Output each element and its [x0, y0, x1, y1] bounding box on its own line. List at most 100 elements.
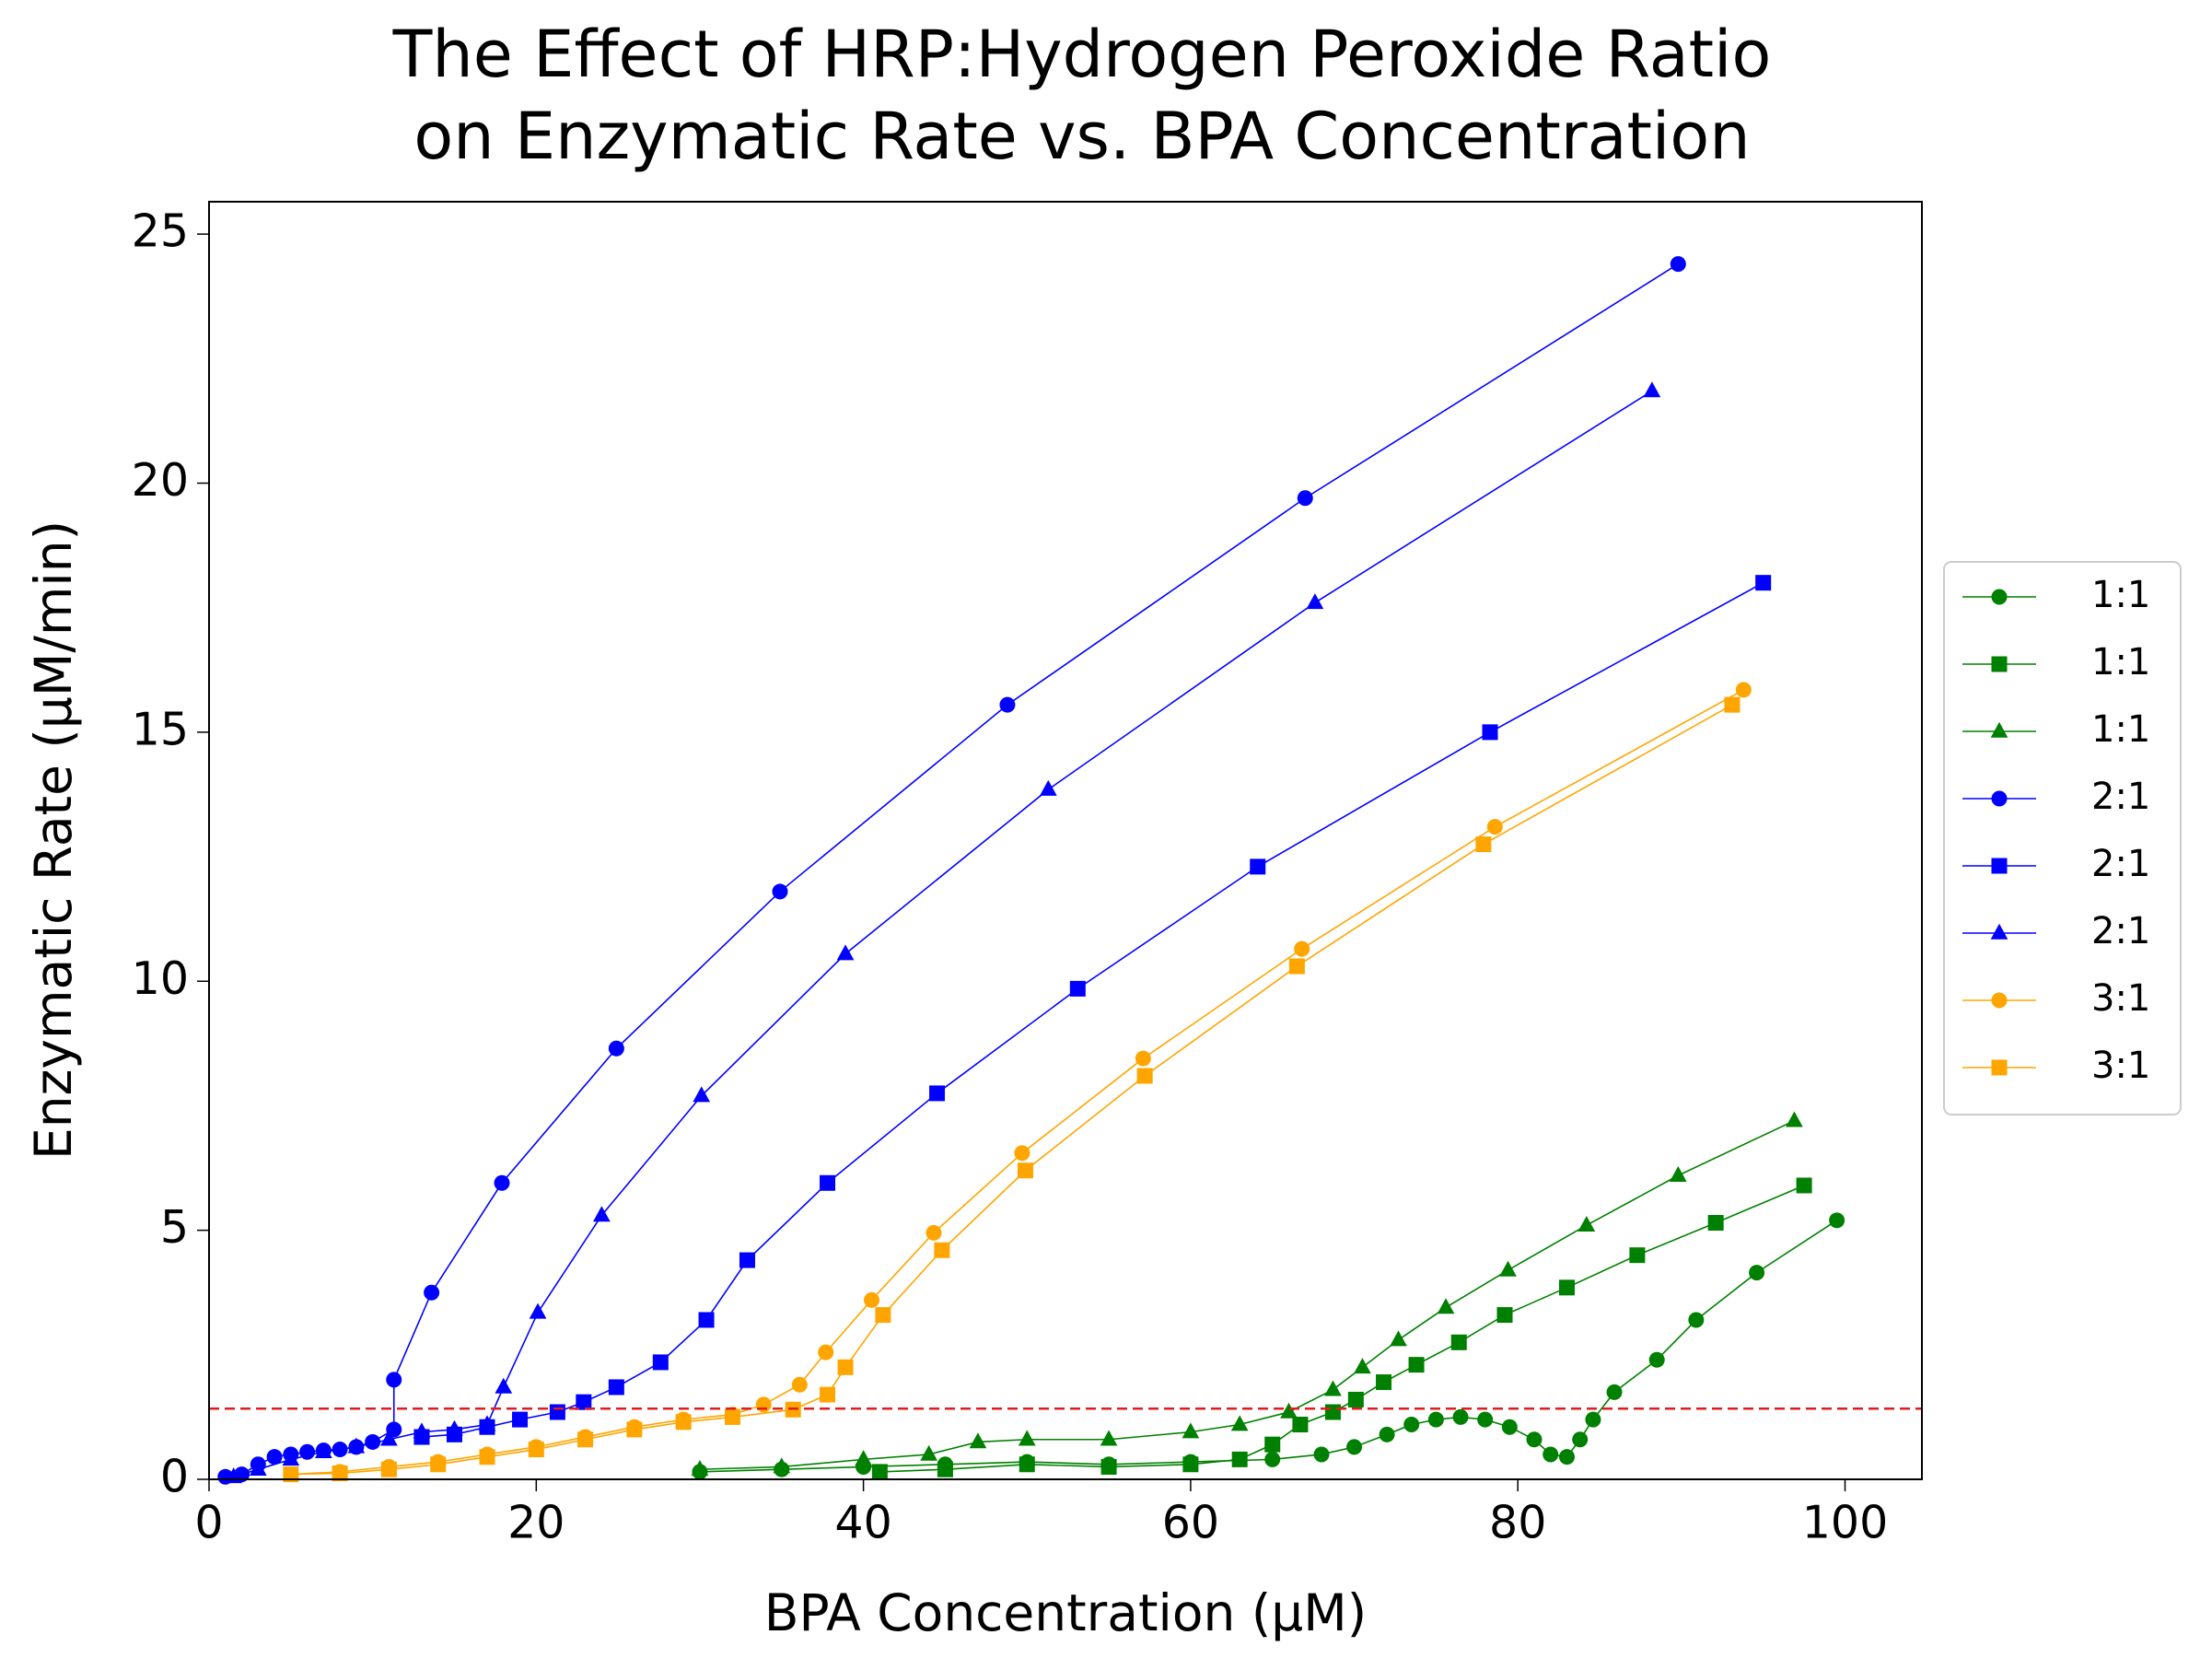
marker — [1347, 1391, 1364, 1407]
marker — [1100, 1458, 1117, 1475]
marker — [1427, 1411, 1444, 1428]
marker — [1297, 490, 1313, 507]
marker — [1796, 1177, 1812, 1194]
marker — [608, 1379, 624, 1396]
marker — [1991, 790, 2008, 807]
marker — [1182, 1422, 1200, 1439]
x-tick-label: 80 — [1489, 1497, 1546, 1549]
marker — [1558, 1449, 1575, 1466]
marker — [266, 1449, 283, 1466]
marker — [675, 1414, 692, 1431]
marker — [1499, 1260, 1517, 1277]
x-tick-label: 40 — [834, 1497, 891, 1549]
y-tick-label: 15 — [132, 703, 189, 755]
marker — [934, 1242, 950, 1258]
legend-label: 1:1 — [2091, 574, 2150, 616]
marker — [929, 1085, 946, 1102]
marker — [1648, 1351, 1665, 1368]
marker — [1501, 1419, 1518, 1435]
legend: 1:1 1:1 1:1 2:1 2:1 2:1 3:1 3:1 — [1943, 561, 2182, 1115]
marker — [937, 1461, 953, 1477]
marker — [1039, 779, 1057, 796]
marker — [1437, 1298, 1455, 1314]
series-line — [879, 1185, 1805, 1473]
marker — [837, 1359, 854, 1375]
marker — [1991, 858, 2008, 874]
marker — [512, 1411, 529, 1428]
marker — [693, 1086, 711, 1103]
plot-frame — [208, 201, 1923, 1480]
x-axis-label: BPA Concentration (µM) — [764, 1583, 1367, 1642]
marker — [1606, 1384, 1623, 1400]
marker — [1688, 1312, 1705, 1328]
marker — [1670, 256, 1686, 273]
y-tick-label: 5 — [160, 1201, 189, 1254]
marker — [1990, 721, 2008, 738]
marker — [1280, 1402, 1298, 1419]
marker — [332, 1466, 348, 1482]
marker — [1558, 1279, 1575, 1296]
marker — [1991, 992, 2008, 1009]
marker — [528, 1442, 544, 1458]
marker — [1735, 682, 1752, 698]
marker — [1306, 593, 1324, 610]
marker — [430, 1456, 447, 1473]
marker — [1324, 1380, 1342, 1396]
marker — [791, 1376, 808, 1393]
marker — [920, 1444, 938, 1461]
series-line — [290, 704, 1733, 1476]
marker — [1585, 1411, 1601, 1428]
marker — [1496, 1307, 1513, 1324]
marker — [1991, 656, 2008, 672]
series-line — [225, 263, 1679, 1478]
marker — [593, 1206, 611, 1222]
legend-label: 3:1 — [2091, 977, 2150, 1020]
y-tick-label: 0 — [160, 1451, 189, 1503]
marker — [1018, 1430, 1036, 1446]
marker — [820, 1386, 836, 1403]
marker — [495, 1377, 513, 1394]
marker — [871, 1464, 888, 1480]
marker — [413, 1422, 431, 1439]
series-line — [699, 1119, 1795, 1470]
marker — [1707, 1215, 1724, 1232]
marker — [446, 1419, 463, 1436]
marker — [1643, 381, 1661, 398]
marker — [772, 883, 788, 900]
marker — [1288, 958, 1305, 975]
marker — [755, 1396, 772, 1413]
marker — [424, 1284, 440, 1301]
legend-label: 2:1 — [2091, 843, 2150, 885]
marker — [1572, 1431, 1589, 1448]
marker — [652, 1354, 669, 1371]
marker — [1379, 1426, 1395, 1442]
marker — [1408, 1357, 1425, 1373]
marker — [724, 1408, 740, 1425]
marker — [698, 1312, 715, 1328]
marker — [1477, 1411, 1494, 1428]
marker — [249, 1459, 267, 1476]
marker — [1749, 1265, 1765, 1281]
y-axis-label: Enzymatic Rate (µM/min) — [24, 520, 83, 1160]
legend-label: 3:1 — [2091, 1045, 2150, 1087]
marker — [1403, 1417, 1420, 1433]
marker — [549, 1404, 565, 1420]
marker — [1294, 940, 1310, 957]
y-tick-label: 10 — [132, 952, 189, 1005]
legend-box — [1943, 561, 2182, 1115]
marker — [282, 1450, 300, 1466]
marker — [1669, 1165, 1687, 1182]
series-line — [290, 689, 1744, 1476]
marker — [1250, 858, 1266, 875]
marker — [1324, 1404, 1341, 1420]
series-line — [421, 581, 1764, 1438]
marker — [494, 1174, 510, 1191]
marker — [283, 1466, 299, 1483]
series-line — [699, 1220, 1838, 1473]
marker — [1264, 1436, 1281, 1453]
marker — [1755, 575, 1772, 591]
marker — [577, 1431, 594, 1448]
chart-title: The Effect of HRP:Hydrogen Peroxide Rati… — [392, 17, 1772, 174]
marker — [608, 1040, 624, 1057]
marker — [478, 1415, 496, 1431]
